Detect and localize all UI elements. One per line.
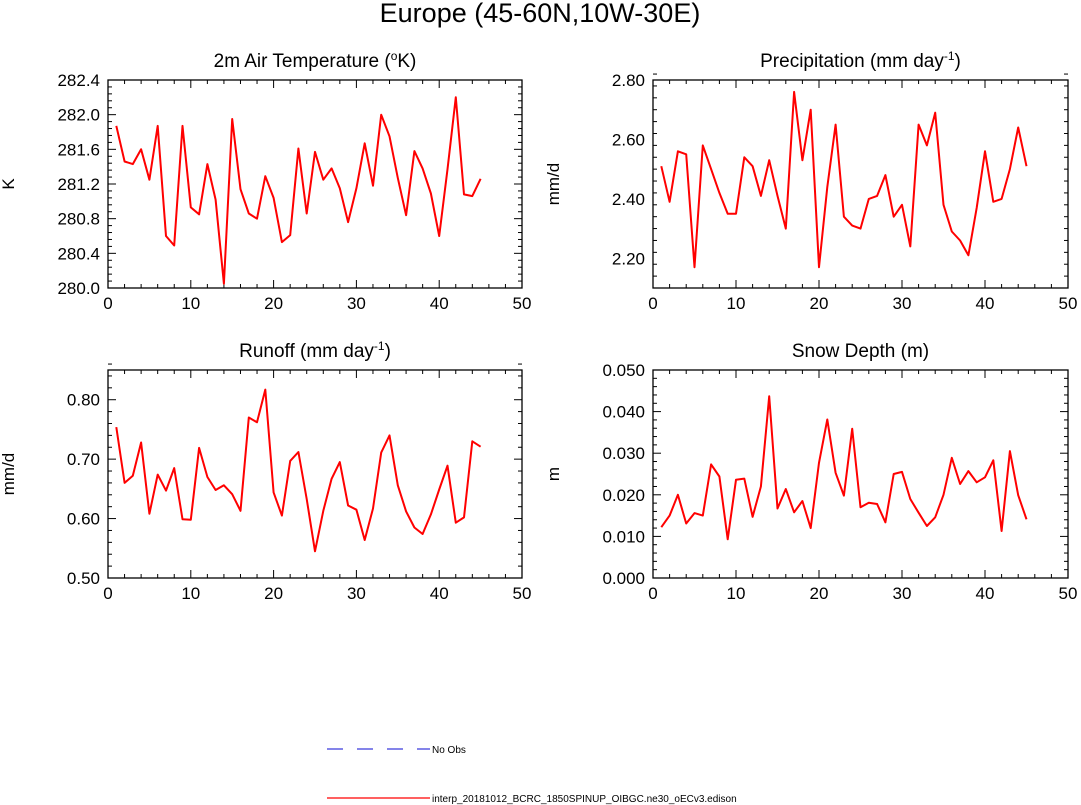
x-tick-label: 30: [893, 584, 912, 603]
x-tick-label: 20: [810, 294, 829, 313]
series-line: [660, 90, 1028, 269]
series-line: [115, 388, 482, 553]
y-tick-label: 2.20: [612, 249, 645, 268]
x-tick-label: 40: [430, 294, 449, 313]
y-tick-label: 282.0: [57, 106, 100, 125]
y-tick-label: 0.040: [602, 403, 645, 422]
y-tick-label: 0.50: [67, 569, 100, 588]
panel-title-superscript: -1: [944, 49, 955, 63]
y-tick-label: 0.020: [602, 486, 645, 505]
y-tick-label: 282.4: [57, 71, 100, 90]
y-tick-label: 0.000: [602, 569, 645, 588]
chart-panel: 2m Air Temperature (oK) 0 10 20 30 40 50 280.0 2…: [0, 49, 531, 313]
y-tick-label: 0.70: [67, 450, 100, 469]
panel-title: Precipitation (mm day-1): [760, 49, 961, 72]
series-line: [660, 395, 1028, 541]
y-tick-label: 2.80: [612, 71, 645, 90]
series-line: [115, 96, 482, 285]
panel-title-tail: K): [397, 51, 416, 72]
x-tick-label: 50: [1059, 584, 1078, 603]
y-tick-label: 280.4: [57, 244, 100, 263]
x-tick-label: 0: [648, 294, 657, 313]
y-tick-label: 281.2: [57, 175, 100, 194]
y-axis-label: mm/d: [544, 163, 563, 206]
x-tick-label: 10: [181, 294, 200, 313]
y-axis-label: K: [0, 178, 18, 190]
legend-label: interp_20181012_BCRC_1850SPINUP_OIBGC.ne…: [432, 794, 737, 805]
x-tick-label: 40: [976, 294, 995, 313]
y-axis-label: m: [544, 467, 563, 481]
x-tick-label: 30: [893, 294, 912, 313]
y-tick-label: 2.40: [612, 190, 645, 209]
x-tick-label: 30: [347, 294, 366, 313]
x-tick-label: 40: [976, 584, 995, 603]
x-tick-label: 30: [347, 584, 366, 603]
y-axis-label: mm/d: [0, 453, 18, 496]
panel-title: 2m Air Temperature (oK): [214, 49, 417, 72]
chart-panel: Precipitation (mm day-1) 0 10 20 30 40 50 2.20 2…: [544, 49, 1077, 313]
x-tick-label: 10: [727, 294, 746, 313]
panels-group: 2m Air Temperature (oK) 0 10 20 30 40 50 280.0 2…: [0, 49, 1077, 603]
legend: No Obs interp_20181012_BCRC_1850SPINUP_OI…: [327, 745, 737, 805]
chart-panel: Runoff (mm day-1) 0 10 20 30 40 50 0.50 0.60 0.70…: [0, 339, 531, 603]
panel-title: Runoff (mm day-1): [239, 339, 391, 362]
plot-frame: [652, 369, 1069, 579]
y-tick-label: 281.6: [57, 140, 100, 159]
x-tick-label: 0: [103, 584, 112, 603]
y-tick-label: 2.60: [612, 130, 645, 149]
panel-title-superscript: o: [391, 49, 398, 63]
x-tick-label: 40: [430, 584, 449, 603]
panel-title: Snow Depth (m): [792, 341, 929, 362]
y-tick-label: 280.8: [57, 210, 100, 229]
plot-frame: [652, 79, 1069, 289]
x-tick-label: 20: [810, 584, 829, 603]
figure-title: Europe (45-60N,10W-30E): [380, 0, 701, 28]
y-tick-label: 280.0: [57, 279, 100, 298]
chart-panel: Snow Depth (m) 0 10 20 30 40 50 0.000 0.010 0.020…: [544, 341, 1077, 603]
y-tick-label: 0.60: [67, 510, 100, 529]
y-tick-label: 0.80: [67, 391, 100, 410]
panel-title-tail: ): [385, 341, 391, 362]
x-tick-label: 20: [264, 584, 283, 603]
y-tick-label: 0.010: [602, 527, 645, 546]
panel-title-tail: ): [955, 51, 961, 72]
x-tick-label: 10: [727, 584, 746, 603]
plot-frame: [107, 79, 523, 289]
plot-frame: [107, 369, 523, 579]
legend-label: No Obs: [432, 745, 466, 756]
x-tick-label: 50: [1059, 294, 1078, 313]
y-tick-label: 0.030: [602, 444, 645, 463]
panel-title-superscript: -1: [374, 339, 385, 353]
x-tick-label: 50: [513, 584, 532, 603]
x-tick-label: 0: [103, 294, 112, 313]
x-tick-label: 50: [513, 294, 532, 313]
x-tick-label: 10: [181, 584, 200, 603]
x-tick-label: 0: [648, 584, 657, 603]
y-tick-label: 0.050: [602, 361, 645, 380]
x-tick-label: 20: [264, 294, 283, 313]
